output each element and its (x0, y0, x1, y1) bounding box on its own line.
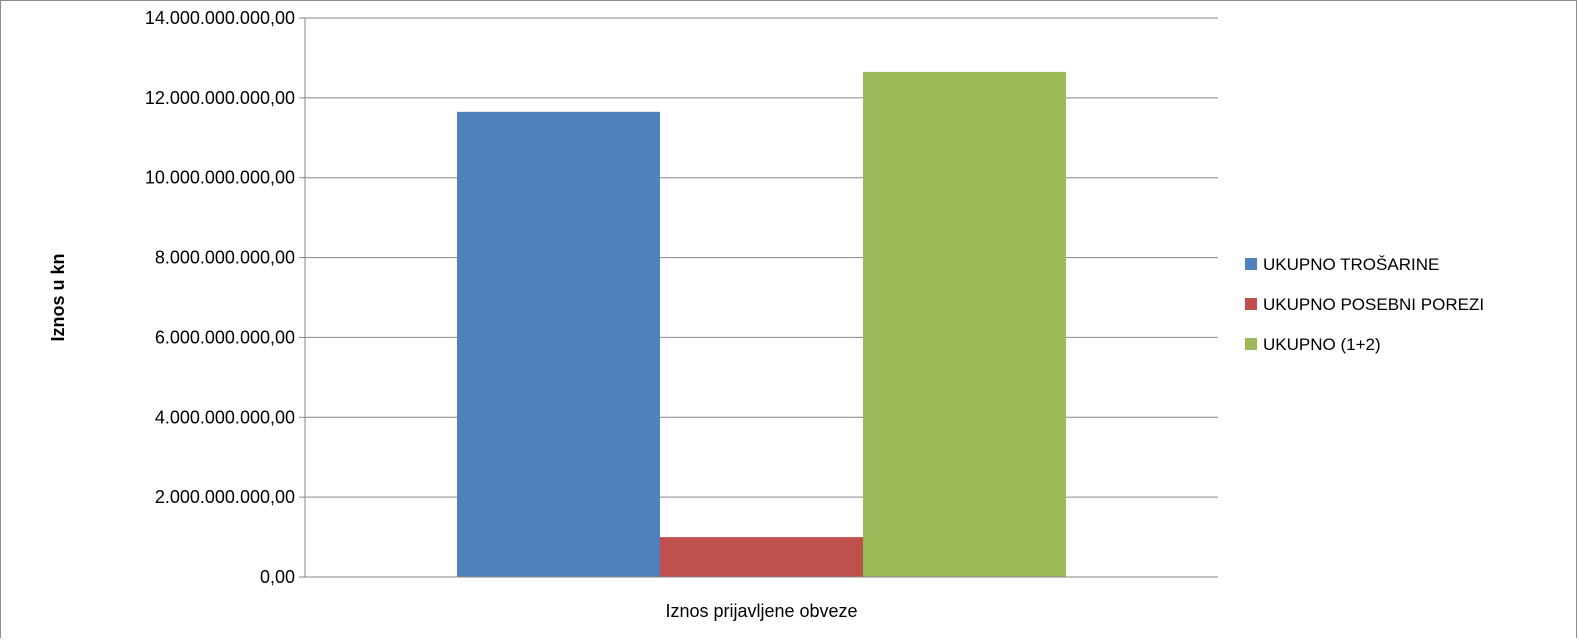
bar-2 (660, 537, 863, 577)
gridlines (305, 17, 1218, 578)
y-tick-label: 4.000.000.000,00 (155, 407, 295, 427)
legend-label-1: UKUPNO TROŠARINE (1263, 255, 1439, 274)
legend-swatch-2 (1245, 298, 1257, 310)
y-axis-title: Iznos u kn (48, 253, 68, 341)
legend-swatch-3 (1245, 338, 1257, 350)
bars (457, 71, 1066, 578)
x-axis-category-label: Iznos prijavljene obveze (665, 601, 857, 621)
legend-swatch-1 (1245, 258, 1257, 270)
y-tick-label: 0,00 (260, 567, 295, 587)
legend-label-2: UKUPNO POSEBNI POREZI (1263, 295, 1484, 314)
y-tick-label: 2.000.000.000,00 (155, 487, 295, 507)
y-tick-label: 10.000.000.000,00 (145, 168, 295, 188)
y-tick-label: 14.000.000.000,00 (145, 8, 295, 28)
y-tick-label: 8.000.000.000,00 (155, 248, 295, 268)
y-axis-ticks: 0,00 2.000.000.000,00 4.000.000.000,00 6.00… (145, 8, 305, 587)
bar-3 (863, 71, 1066, 578)
bar-1 (457, 111, 660, 577)
y-tick-label: 6.000.000.000,00 (155, 327, 295, 347)
legend-label-3: UKUPNO (1+2) (1263, 335, 1381, 354)
legend: UKUPNO TROŠARINE UKUPNO POSEBNI POREZI UKU… (1245, 255, 1484, 354)
y-tick-label: 12.000.000.000,00 (145, 88, 295, 108)
